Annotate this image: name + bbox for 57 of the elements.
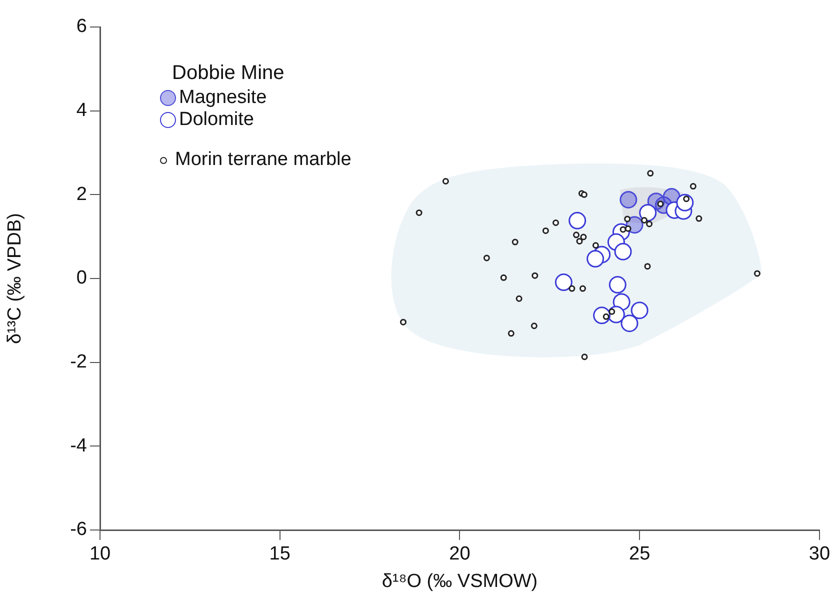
x-tick-label: 25 (629, 544, 650, 565)
point (608, 276, 626, 294)
y-tick-label: 6 (76, 16, 87, 38)
point (579, 285, 586, 292)
point (573, 232, 580, 238)
legend-label: Morin terrane marble (175, 149, 352, 171)
point (516, 295, 522, 302)
y-tick-label: 0 (76, 268, 87, 289)
point (542, 227, 549, 234)
point (508, 330, 514, 337)
point (602, 313, 610, 320)
y-tick-label: 2 (76, 184, 87, 205)
x-axis-title: δ¹⁸O (‰ VSMOW) (382, 570, 538, 592)
point (624, 216, 631, 222)
point (552, 220, 560, 226)
point (586, 250, 604, 268)
point (696, 215, 702, 222)
point (442, 178, 449, 185)
y-tick-label: -6 (70, 519, 87, 540)
point (754, 270, 760, 277)
point (690, 183, 696, 190)
point (530, 322, 538, 330)
point (416, 209, 422, 216)
point (500, 274, 507, 281)
point (554, 274, 572, 292)
point (608, 308, 616, 315)
y-tick-label: -4 (70, 435, 88, 456)
point (614, 242, 632, 260)
point (592, 242, 599, 249)
point (568, 285, 576, 292)
point (568, 212, 586, 230)
point (620, 314, 638, 332)
y-axis-title: δ¹³C (‰ VPDB) (4, 213, 26, 344)
x-tick-label: 30 (808, 544, 830, 565)
point (620, 190, 638, 208)
point (641, 216, 648, 224)
legend-label: Dolomite (179, 109, 254, 131)
point (646, 220, 653, 228)
point (630, 302, 648, 320)
legend-title: Dobbie Mine (172, 62, 286, 85)
point (624, 225, 632, 232)
y-tick-label: 4 (76, 100, 88, 122)
point (512, 238, 518, 246)
x-tick-label: 20 (449, 544, 470, 565)
point (580, 191, 588, 198)
y-tick-label: -2 (70, 352, 87, 373)
point (483, 254, 490, 262)
point (580, 234, 587, 240)
x-tick-label: 15 (269, 544, 290, 565)
point (647, 170, 654, 177)
point (400, 318, 406, 326)
point (576, 238, 583, 244)
point (532, 272, 538, 279)
x-tick-label: 10 (89, 544, 111, 565)
point (644, 263, 651, 270)
legend-label: Magnesite (179, 87, 267, 109)
point (581, 354, 588, 360)
